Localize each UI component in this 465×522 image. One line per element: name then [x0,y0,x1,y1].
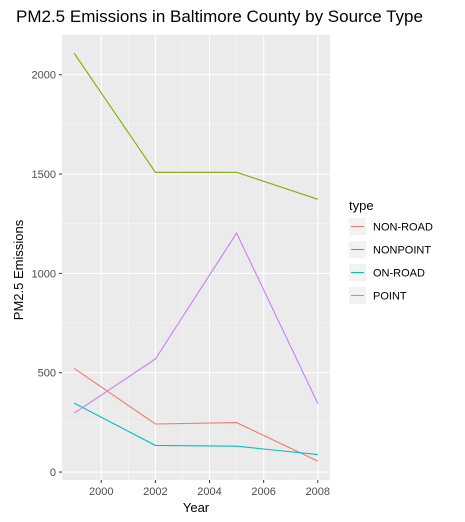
legend-label: NONPOINT [373,245,431,257]
series-line-non-road [73,367,319,462]
x-tick-label: 2000 [89,486,113,498]
y-tick-label: 500 [38,368,56,380]
legend-item-nonpoint: NONPOINT [349,241,431,258]
x-tick-label: 2006 [251,486,275,498]
series-line-point [73,231,319,414]
legend-label: NON-ROAD [373,222,433,234]
x-axis: 2000 2002 2004 2006 2008 [89,480,330,498]
y-tick-label: 0 [50,467,56,479]
legend-item-on-road: ON-ROAD [349,264,425,281]
legend-title: type [349,198,374,213]
legend-item-point: POINT [349,287,407,304]
y-axis: 0 500 1000 1500 2000 [32,70,62,479]
chart-title: PM2.5 Emissions in Baltimore County by S… [16,7,423,26]
series-line-on-road [73,402,318,456]
series-line-nonpoint [73,52,318,200]
grid-lines [62,35,330,480]
x-tick-label: 2008 [306,486,330,498]
x-axis-title: Year [183,500,210,515]
y-tick-label: 1000 [32,268,56,280]
legend-item-non-road: NON-ROAD [349,218,433,235]
x-tick-label: 2002 [143,486,167,498]
plot-panel [62,35,330,480]
y-axis-title: PM2.5 Emissions [11,219,26,320]
legend-label: POINT [373,291,407,303]
y-tick-label: 1500 [32,169,56,181]
series-lines [73,52,319,462]
y-tick-label: 2000 [32,70,56,82]
legend-label: ON-ROAD [373,268,425,280]
x-tick-label: 2004 [197,486,221,498]
legend: NON-ROAD NONPOINT ON-ROAD POINT [349,218,433,304]
